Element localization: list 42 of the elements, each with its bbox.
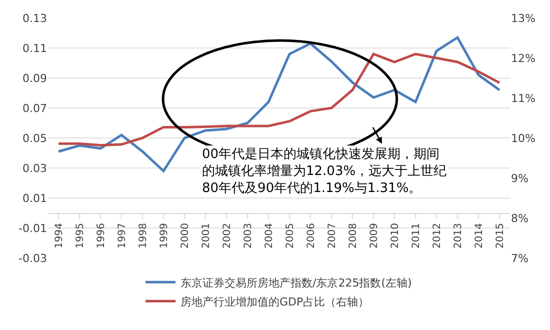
x-tick-label: 1997: [116, 223, 128, 248]
y2-tick-label: 13%: [511, 12, 536, 25]
x-tick-label: 1999: [158, 223, 170, 248]
y-tick-label: -0.01: [18, 222, 47, 235]
x-tick-label: 1994: [54, 223, 65, 248]
annotation: 00年代是日本的城镇化快速发展期，期间的城镇化率增量为12.03%，远大于上世纪80年代及90年代的1.19%与1.31%。: [202, 147, 447, 196]
y2-tick-label: 10%: [511, 132, 536, 145]
y-tick-label: 0.05: [22, 132, 47, 145]
y-tick-label: 0.03: [22, 162, 47, 175]
y-tick-label: 0.09: [22, 72, 47, 85]
x-tick-label: 2002: [222, 223, 233, 248]
x-tick-label: 2013: [452, 223, 464, 248]
y-tick-label: 0.13: [22, 12, 47, 25]
x-tick-label: 2001: [200, 223, 212, 248]
y-tick-label: 0.01: [22, 192, 47, 205]
x-tick-label: 2009: [368, 223, 380, 248]
x-tick-label: 2012: [432, 223, 443, 248]
x-tick-label: 2005: [284, 223, 296, 248]
x-tick-label: 1995: [74, 223, 86, 248]
x-tick-label: 2004: [264, 223, 275, 248]
x-tick-label: 2008: [348, 223, 359, 248]
x-tick-label: 2010: [390, 223, 401, 248]
y-tick-label: 0.11: [22, 42, 47, 55]
line-series: [57, 52, 501, 146]
legend-label: 房地产行业增加值的GDP占比（右轴）: [180, 295, 370, 308]
y-tick-label: 0.07: [22, 102, 47, 115]
y2-tick-label: 8%: [511, 212, 528, 225]
y2-tick-label: 9%: [511, 172, 528, 185]
x-tick-label: 2007: [326, 223, 338, 248]
x-tick-label: 1998: [138, 223, 149, 248]
y2-tick-label: 11%: [511, 92, 536, 105]
x-tick-label: 2015: [494, 223, 506, 248]
x-tick-label: 2000: [180, 223, 191, 248]
x-tick-label: 2014: [474, 223, 485, 248]
x-tick-label: 1996: [96, 223, 107, 248]
legend-label: 东京证券交易所房地产指数/东京225指数(左轴): [180, 276, 412, 290]
x-tick-label: 2003: [242, 223, 254, 248]
y-tick-label: -0.03: [18, 252, 47, 265]
x-tick-label: 2006: [306, 223, 317, 248]
y2-tick-label: 7%: [511, 252, 528, 265]
y2-tick-label: 12%: [511, 52, 536, 65]
x-tick-label: 2011: [410, 223, 422, 248]
